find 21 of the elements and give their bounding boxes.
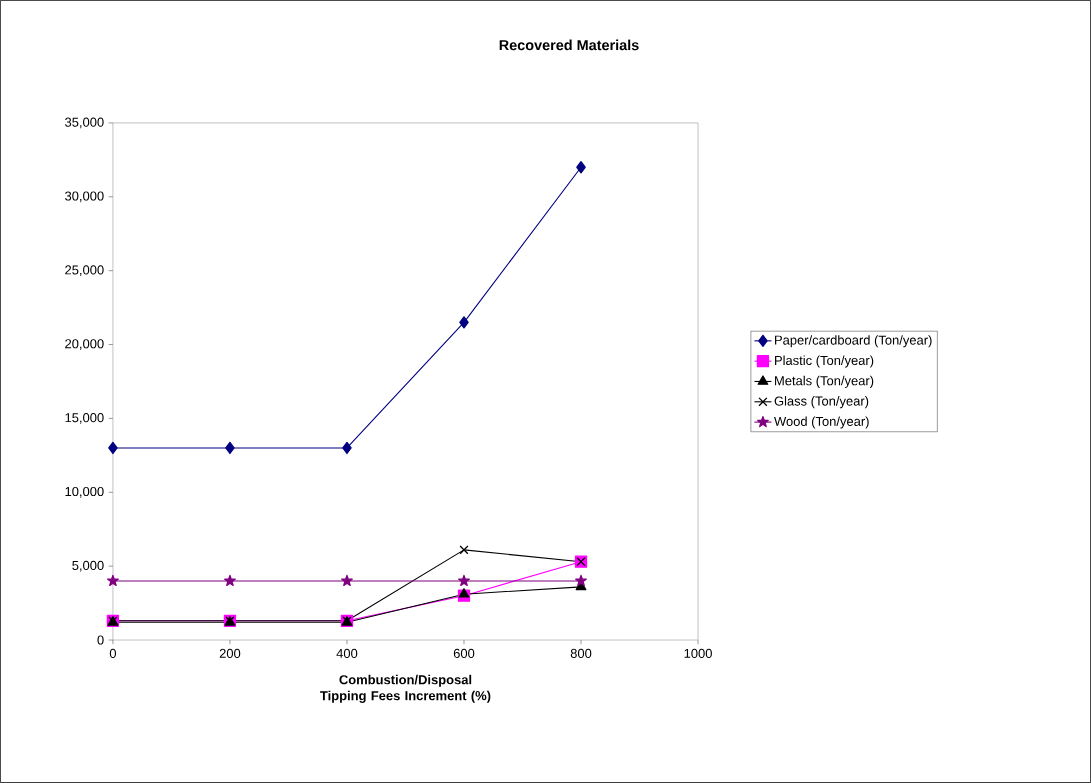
legend-label: Paper/cardboard (Ton/year): [775, 335, 932, 348]
x-axis-title: Combustion/Disposal Tipping Fees Increment (%): [320, 674, 491, 703]
x-tick-label: 1000: [684, 648, 712, 658]
legend-label: Metals (Ton/year): [775, 375, 874, 388]
y-tick-label: 10,000: [65, 486, 104, 498]
x-tick-label: 400: [336, 648, 358, 658]
y-tick-label: 5,000: [72, 560, 104, 572]
legend-label: Wood (Ton/year): [774, 416, 869, 429]
x-tick-label: 800: [570, 648, 592, 658]
x-tick-label: 600: [453, 648, 475, 658]
y-tick-label: 30,000: [65, 191, 104, 203]
x-tick-label: 200: [219, 648, 241, 658]
y-tick-label: 35,000: [65, 117, 104, 129]
chart-title: Recovered Materials: [499, 39, 639, 51]
y-tick-label: 0: [97, 635, 104, 645]
y-tick-label: 15,000: [65, 413, 104, 424]
x-tick-label: 0: [109, 648, 117, 658]
y-tick-label: 25,000: [65, 265, 104, 277]
legend-label: Glass (Ton/year): [774, 396, 869, 409]
y-tick-label: 20,000: [65, 339, 104, 350]
legend-label: Plastic (Ton/year): [775, 355, 874, 368]
